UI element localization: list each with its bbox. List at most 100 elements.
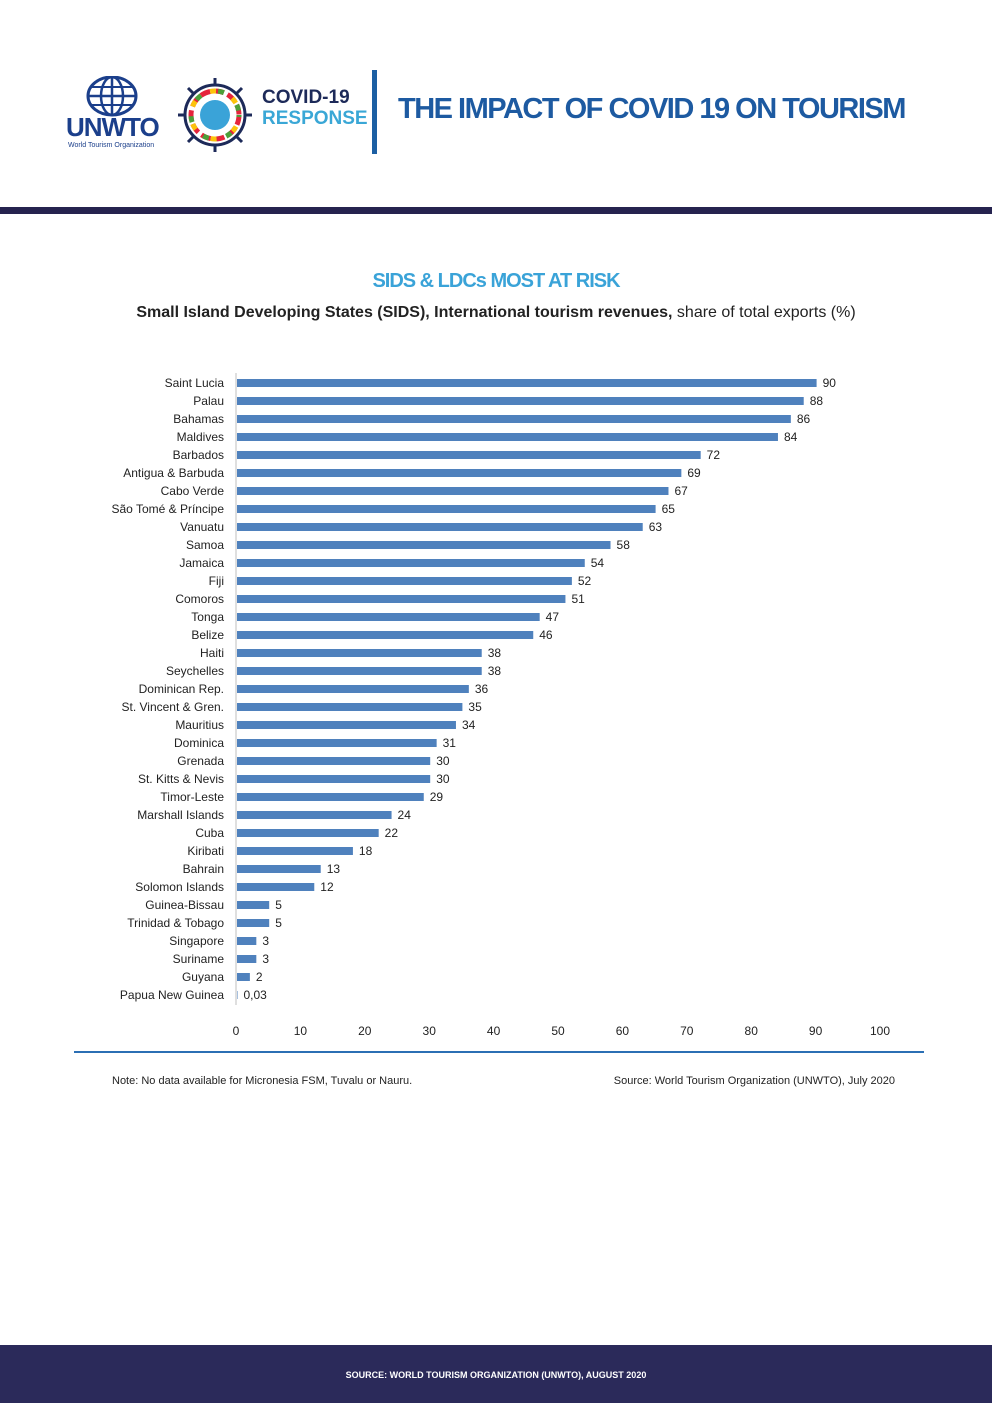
- bar: [237, 829, 379, 837]
- category-label: São Tomé & Príncipe: [111, 502, 224, 516]
- category-label: Seychelles: [166, 664, 224, 678]
- category-label: Cabo Verde: [161, 484, 225, 498]
- chart-bottom-rule: [74, 1051, 924, 1053]
- x-tick-label: 80: [745, 1024, 759, 1038]
- category-label: Comoros: [175, 592, 224, 606]
- covid-badge-line2: RESPONSE: [262, 108, 368, 129]
- category-label: Antigua & Barbuda: [123, 466, 224, 480]
- bar: [237, 667, 482, 675]
- page-header: UNWTO World Tourism Organization COVID-1…: [0, 0, 992, 215]
- category-label: Cuba: [195, 826, 224, 840]
- value-label: 63: [649, 520, 663, 534]
- bar: [237, 451, 701, 459]
- x-tick-label: 100: [870, 1024, 890, 1038]
- category-label: Dominican Rep.: [139, 682, 224, 696]
- category-label: Suriname: [173, 952, 225, 966]
- value-label: 65: [662, 502, 676, 516]
- bar: [237, 703, 463, 711]
- page-footer: [0, 1345, 992, 1403]
- bar: [237, 721, 456, 729]
- x-tick-label: 10: [294, 1024, 308, 1038]
- x-tick-label: 40: [487, 1024, 501, 1038]
- category-label: Trinidad & Tobago: [127, 916, 224, 930]
- category-label: Palau: [193, 394, 224, 408]
- category-label: St. Vincent & Gren.: [122, 700, 225, 714]
- x-tick-label: 90: [809, 1024, 823, 1038]
- value-label: 86: [797, 412, 811, 426]
- chart-subtitle: Small Island Developing States (SIDS), I…: [0, 304, 992, 322]
- category-label: Dominica: [174, 736, 224, 750]
- value-label: 46: [539, 628, 553, 642]
- value-label: 52: [578, 574, 592, 588]
- value-label: 36: [475, 682, 489, 696]
- category-label: Timor-Leste: [160, 790, 224, 804]
- x-tick-label: 20: [358, 1024, 372, 1038]
- category-label: Papua New Guinea: [120, 988, 224, 1002]
- bar: [237, 955, 257, 963]
- chart-note: Note: No data available for Micronesia F…: [112, 1075, 413, 1087]
- bar: [237, 775, 431, 783]
- category-label: Saint Lucia: [165, 376, 225, 390]
- org-logo-text: UNWTO: [66, 112, 160, 142]
- bar: [237, 685, 469, 693]
- value-label: 3: [262, 952, 269, 966]
- bar: [237, 505, 656, 513]
- value-label: 30: [436, 754, 450, 768]
- category-label: Solomon Islands: [135, 880, 224, 894]
- header-divider: [372, 70, 377, 154]
- category-label: Grenada: [177, 754, 224, 768]
- bar: [237, 811, 392, 819]
- value-label: 5: [275, 916, 282, 930]
- bar: [237, 757, 431, 765]
- value-label: 12: [320, 880, 334, 894]
- bar: [237, 937, 257, 945]
- bar: [237, 433, 778, 441]
- value-label: 84: [784, 430, 798, 444]
- value-label: 13: [327, 862, 341, 876]
- bar: [237, 865, 321, 873]
- x-tick-label: 0: [233, 1024, 240, 1038]
- header-band: [0, 207, 992, 214]
- value-label: 31: [443, 736, 457, 750]
- bar: [237, 469, 682, 477]
- category-label: Kiribati: [187, 844, 224, 858]
- bar: [237, 577, 572, 585]
- x-tick-label: 30: [423, 1024, 437, 1038]
- bar: [237, 541, 611, 549]
- value-label: 47: [546, 610, 560, 624]
- category-label: Samoa: [186, 538, 224, 552]
- value-label: 58: [617, 538, 631, 552]
- chart-title: SIDS & LDCs MOST AT RISK: [372, 270, 620, 292]
- bar: [237, 793, 424, 801]
- page-title: THE IMPACT OF COVID 19 ON TOURISM: [398, 93, 906, 125]
- bar: [237, 379, 817, 387]
- bar: [237, 991, 238, 999]
- value-label: 30: [436, 772, 450, 786]
- value-label: 54: [591, 556, 605, 570]
- value-label: 90: [823, 376, 837, 390]
- bar: [237, 739, 437, 747]
- value-label: 5: [275, 898, 282, 912]
- value-label: 38: [488, 664, 502, 678]
- value-label: 18: [359, 844, 373, 858]
- value-label: 88: [810, 394, 824, 408]
- value-label: 51: [571, 592, 585, 606]
- category-label: Haiti: [200, 646, 224, 660]
- bar: [237, 613, 540, 621]
- value-label: 35: [468, 700, 482, 714]
- value-label: 72: [707, 448, 721, 462]
- x-tick-label: 60: [616, 1024, 630, 1038]
- value-label: 34: [462, 718, 476, 732]
- bar: [237, 631, 534, 639]
- bar-chart: Saint Lucia 90 Palau 88 Bahamas 86 Maldives 84 B…: [111, 373, 890, 1038]
- category-label: Guyana: [182, 970, 224, 984]
- x-tick-label: 70: [680, 1024, 694, 1038]
- covid-badge-line1: COVID-19: [262, 87, 350, 108]
- category-label: Vanuatu: [180, 520, 224, 534]
- org-full-name: World Tourism Organization: [68, 142, 155, 149]
- value-label: 38: [488, 646, 502, 660]
- value-label: 29: [430, 790, 444, 804]
- category-label: Maldives: [177, 430, 224, 444]
- bar: [237, 973, 250, 981]
- category-label: Barbados: [173, 448, 224, 462]
